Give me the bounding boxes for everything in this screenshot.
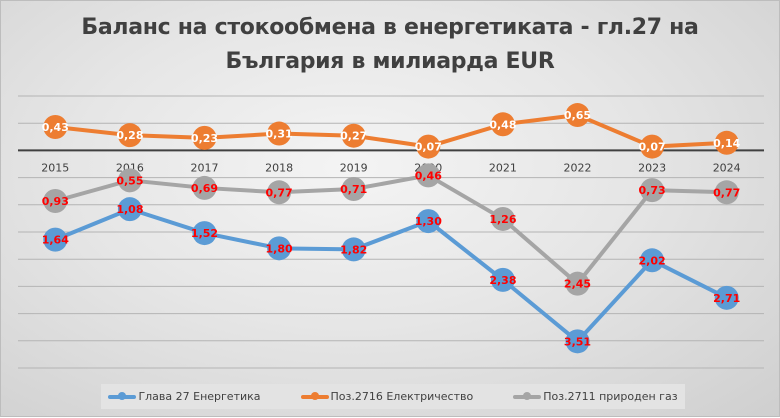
data-label: 0,77: [266, 186, 293, 199]
legend-item-gas: Поз.2711 природен газ: [513, 390, 678, 403]
data-label: 0,07: [639, 141, 666, 154]
data-label: 2,02: [639, 254, 666, 267]
data-point: [490, 112, 515, 137]
data-label: 0,27: [340, 130, 367, 143]
legend-label-energy: Глава 27 Енергетика: [138, 390, 261, 403]
legend-item-electricity: Поз.2716 Електричество: [300, 390, 474, 403]
legend: Глава 27 Енергетика Поз.2716 Електричест…: [101, 384, 685, 409]
data-label: 1,52: [191, 227, 218, 240]
data-point: [267, 236, 292, 261]
data-point: [565, 271, 590, 296]
data-point: [192, 125, 217, 150]
data-point: [640, 134, 665, 159]
data-point: [43, 115, 68, 140]
data-point: [341, 237, 366, 262]
x-tick-label: 2021: [489, 161, 517, 174]
data-label: 2,71: [713, 292, 740, 305]
data-label: 0,14: [713, 137, 740, 150]
legend-swatch-energy: [108, 391, 137, 400]
chart-title: Баланс на стокообмена в енергетиката - г…: [1, 11, 779, 79]
legend-label-gas: Поз.2711 природен газ: [543, 390, 678, 403]
series-line-0: [54, 207, 728, 344]
data-label: 0,55: [116, 174, 143, 187]
data-point: [714, 285, 739, 310]
data-point: [117, 123, 142, 148]
data-point: [714, 180, 739, 205]
data-point: [43, 188, 68, 213]
x-tick-label: 2015: [41, 161, 69, 174]
series-line-2: [54, 173, 727, 286]
data-point: [192, 175, 217, 200]
data-point: [267, 180, 292, 205]
chart-title-line-2: България в милиарда EUR: [225, 49, 555, 74]
data-label: 3,51: [564, 335, 591, 348]
data-label: 0,93: [42, 195, 69, 208]
data-label: 0,48: [489, 118, 516, 131]
data-label: 1,30: [415, 215, 442, 228]
data-point: [416, 209, 441, 234]
x-tick-label: 2024: [713, 161, 741, 174]
data-point: [267, 121, 292, 146]
data-label: 0,43: [42, 121, 69, 134]
data-label: 1,80: [266, 242, 293, 255]
data-point: [490, 206, 515, 231]
data-label: 2,38: [489, 274, 516, 287]
data-point: [117, 168, 142, 193]
data-point: [490, 267, 515, 292]
data-label: 0,69: [191, 182, 218, 195]
data-point: [416, 163, 441, 188]
chart-title-line-1: Баланс на стокообмена в енергетиката - г…: [81, 15, 699, 40]
data-point: [43, 227, 68, 252]
data-label: 0,77: [713, 186, 740, 199]
data-label: 1,82: [340, 243, 367, 256]
data-point: [341, 177, 366, 202]
legend-swatch-gas: [513, 391, 542, 400]
x-tick-label: 2022: [564, 161, 592, 174]
data-label: 1,26: [489, 213, 516, 226]
data-label: 1,08: [116, 203, 143, 216]
data-label: 1,64: [42, 234, 69, 247]
data-label: 0,07: [415, 141, 442, 154]
data-label: 0,73: [639, 184, 666, 197]
x-tick-label: 2017: [191, 161, 219, 174]
data-label: 0,46: [415, 169, 442, 182]
data-label: 0,31: [266, 128, 293, 141]
data-point: [341, 123, 366, 148]
data-point: [192, 221, 217, 246]
x-tick-label: 2023: [638, 161, 666, 174]
data-point: [640, 178, 665, 203]
data-point: [117, 197, 142, 222]
x-tick-label: 2019: [340, 161, 368, 174]
data-label: 0,28: [116, 129, 143, 142]
data-point: [640, 248, 665, 273]
data-point: [416, 134, 441, 159]
data-label: 0,23: [191, 132, 218, 145]
data-point: [565, 103, 590, 128]
legend-swatch-electricity: [300, 391, 329, 400]
data-label: 0,65: [564, 109, 591, 122]
data-label: 2,45: [564, 278, 591, 291]
series-line-1: [55, 113, 727, 149]
legend-label-electricity: Поз.2716 Електричество: [330, 390, 474, 403]
data-point: [565, 329, 590, 354]
data-label: 0,71: [340, 183, 367, 196]
x-tick-label: 2018: [265, 161, 293, 174]
data-point: [714, 130, 739, 155]
legend-item-energy: Глава 27 Енергетика: [108, 390, 261, 403]
